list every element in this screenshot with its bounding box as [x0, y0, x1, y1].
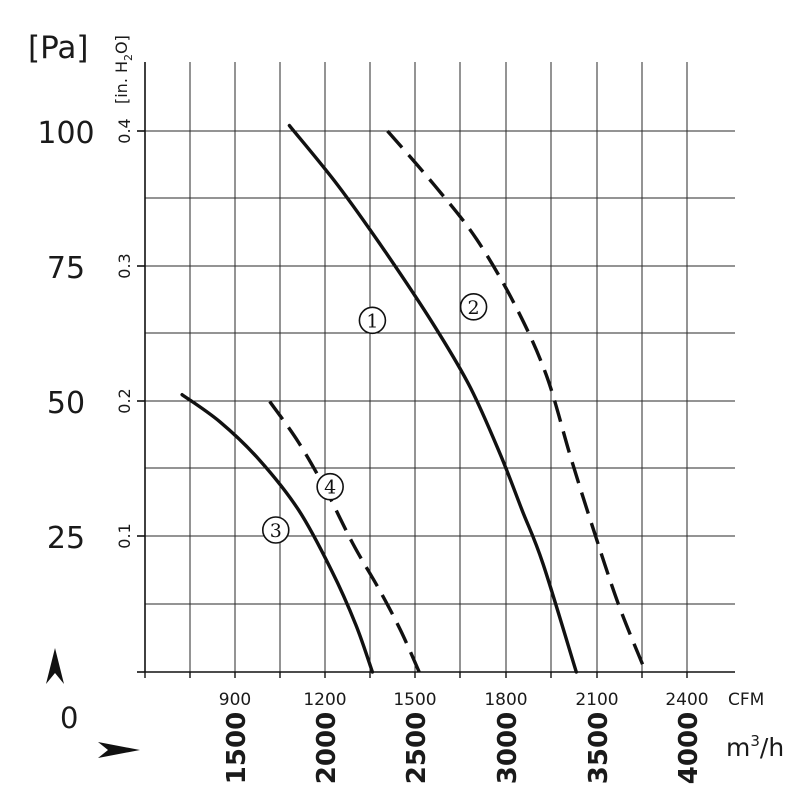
m3h-tick-labels: 1500 2000 2500 3000 3500 4000 — [222, 712, 704, 784]
pa-tick-label: 100 — [37, 116, 94, 151]
cfm-tick-label: 1800 — [484, 690, 527, 710]
curve-tag-4: 4 — [316, 472, 344, 501]
pa-tick-labels: 100 75 50 25 — [37, 116, 94, 556]
m3h-tick-label: 1500 — [222, 712, 252, 784]
cfm-tick-label: 1200 — [303, 690, 346, 710]
curve-tag-2: 2 — [459, 293, 488, 321]
curve-tag-3: 3 — [261, 516, 290, 544]
curve-3 — [180, 393, 375, 674]
cfm-tick-label: 900 — [219, 690, 251, 710]
curve-labels: 1 2 3 4 — [261, 293, 488, 544]
up-arrow-icon — [46, 648, 64, 684]
cfm-tick-label: 2100 — [575, 690, 618, 710]
y-unit-inh2o: [in. H2O] — [112, 35, 135, 104]
m3h-tick-label: 3500 — [584, 712, 614, 784]
curve-tag-circle — [459, 293, 488, 321]
curve-tag-text: 1 — [366, 310, 378, 332]
curve-1 — [287, 123, 578, 674]
axes — [137, 62, 735, 678]
curve-4 — [268, 400, 421, 673]
x-unit-m3h: m3/h — [726, 732, 784, 762]
y-unit-pa: [Pa] — [28, 30, 89, 66]
curve-tag-circle — [316, 472, 344, 501]
inh2o-tick-label: 0.1 — [115, 523, 134, 548]
inh2o-tick-label: 0.2 — [115, 388, 134, 413]
curve-tag-1: 1 — [358, 306, 387, 335]
cfm-tick-label: 2400 — [665, 690, 708, 710]
cfm-tick-label: 1500 — [393, 690, 436, 710]
performance-curves — [180, 123, 648, 674]
inh2o-tick-label: 0.3 — [115, 253, 134, 278]
cfm-tick-labels: 900 1200 1500 1800 2100 2400 — [219, 690, 709, 710]
m3h-tick-label: 4000 — [674, 712, 704, 784]
inh2o-tick-label: 0.4 — [115, 118, 134, 143]
m3h-tick-label: 2000 — [312, 712, 342, 784]
right-arrow-icon — [98, 742, 140, 758]
m3h-tick-label: 2500 — [402, 712, 432, 784]
origin-label: 0 — [60, 701, 78, 735]
pa-tick-label: 50 — [47, 386, 85, 421]
curve-tag-circle — [358, 306, 387, 335]
pa-tick-label: 25 — [47, 521, 85, 556]
inh2o-tick-labels: 0.4 0.3 0.2 0.1 — [115, 118, 134, 548]
x-unit-cfm: CFM — [728, 690, 764, 710]
m3h-tick-label: 3000 — [493, 712, 523, 784]
curve-tag-text: 2 — [468, 297, 480, 319]
curve-tag-circle — [261, 516, 290, 544]
curve-2 — [386, 129, 648, 673]
curve-tag-text: 3 — [270, 520, 282, 542]
pa-tick-label: 75 — [47, 251, 85, 286]
curve-tag-text: 4 — [324, 477, 336, 499]
grid-lines — [145, 62, 735, 672]
